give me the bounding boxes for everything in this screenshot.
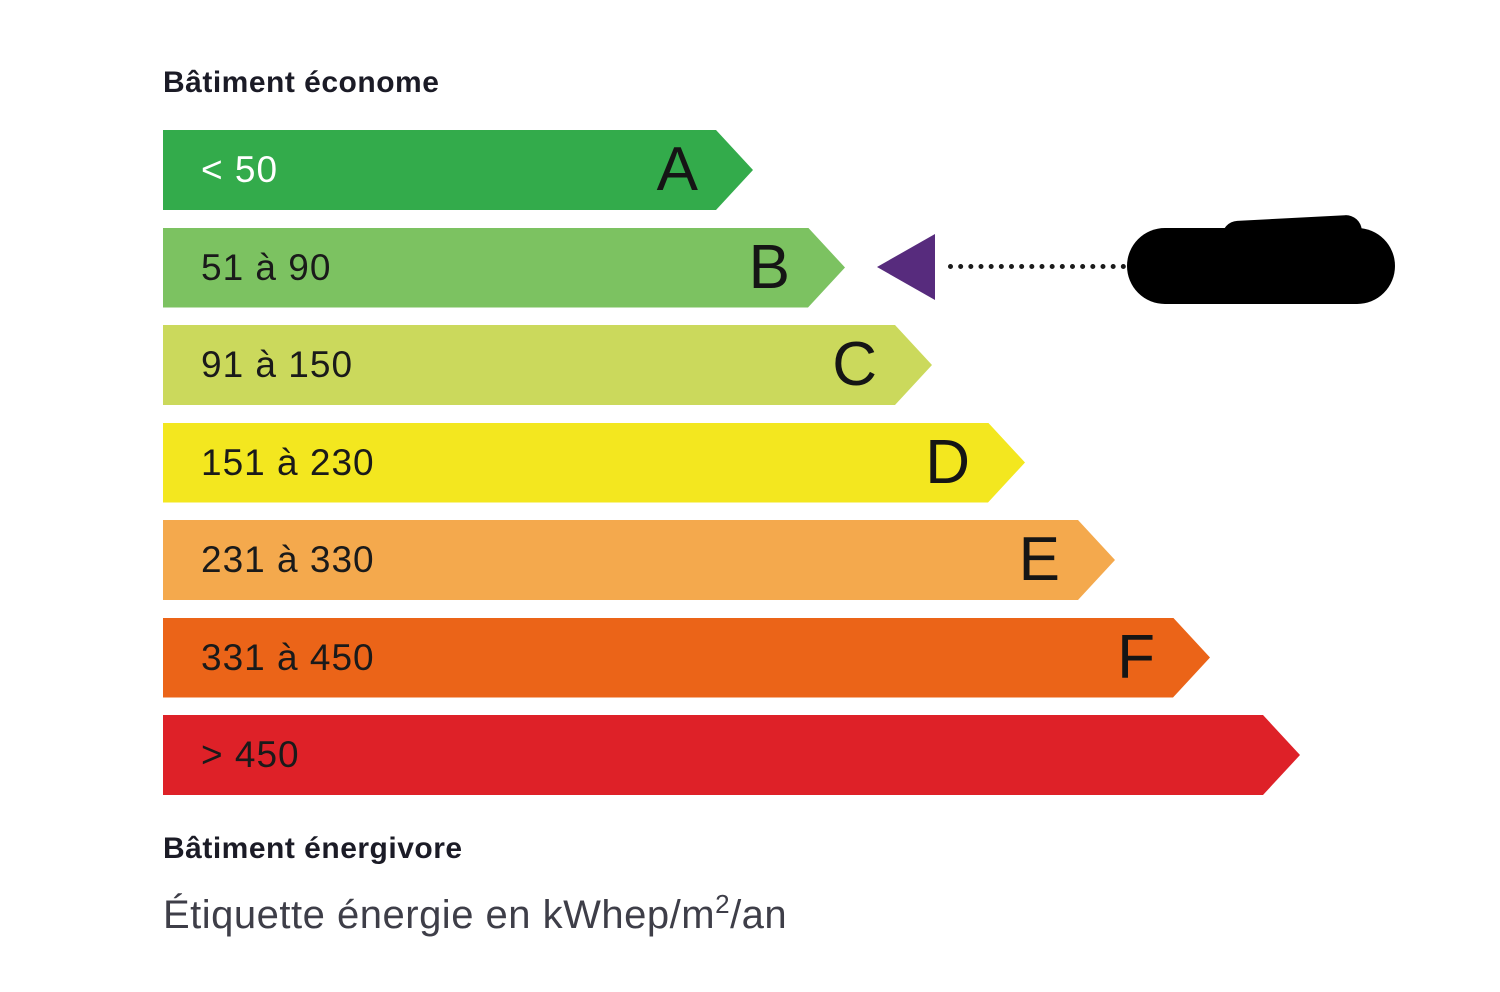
- range-label-c: 91 à 150: [201, 344, 354, 385]
- range-label-g: > 450: [201, 734, 300, 775]
- class-letter-a: A: [656, 135, 698, 204]
- class-letter-d: D: [925, 427, 970, 497]
- range-label-f: 331 à 450: [201, 636, 375, 678]
- energy-bar-e: 231 à 330 E: [163, 520, 1115, 600]
- caption-suffix: /an: [730, 893, 788, 937]
- label-batiment-econome: Bâtiment économe: [163, 66, 440, 99]
- energy-bar-a: < 50 A: [163, 130, 753, 210]
- redacted-rating-value: [1127, 228, 1395, 304]
- rating-arrow-icon: [877, 234, 935, 300]
- label-batiment-energivore: Bâtiment énergivore: [163, 832, 463, 865]
- class-letter-e: E: [1018, 525, 1060, 594]
- caption-prefix: Étiquette énergie en kWhep/m: [163, 893, 716, 937]
- energy-bar-c: 91 à 150 C: [163, 325, 932, 405]
- range-label-b: 51 à 90: [201, 246, 332, 288]
- energy-bar-d: 151 à 230 D: [163, 423, 1025, 503]
- range-label-a: < 50: [201, 149, 279, 190]
- class-letter-b: B: [748, 232, 790, 302]
- energy-bar-b: 51 à 90 B: [163, 228, 845, 308]
- caption-superscript: 2: [715, 889, 731, 919]
- class-letter-f: F: [1117, 622, 1155, 692]
- energy-bar-f: 331 à 450 F: [163, 618, 1210, 698]
- range-label-d: 151 à 230: [201, 441, 375, 483]
- class-letter-c: C: [832, 330, 877, 399]
- range-label-e: 231 à 330: [201, 539, 375, 580]
- energy-bar-g: > 450: [163, 715, 1300, 795]
- energy-label-caption: Étiquette énergie en kWhep/m2/an: [163, 889, 788, 938]
- rating-dotted-line: [948, 264, 1126, 269]
